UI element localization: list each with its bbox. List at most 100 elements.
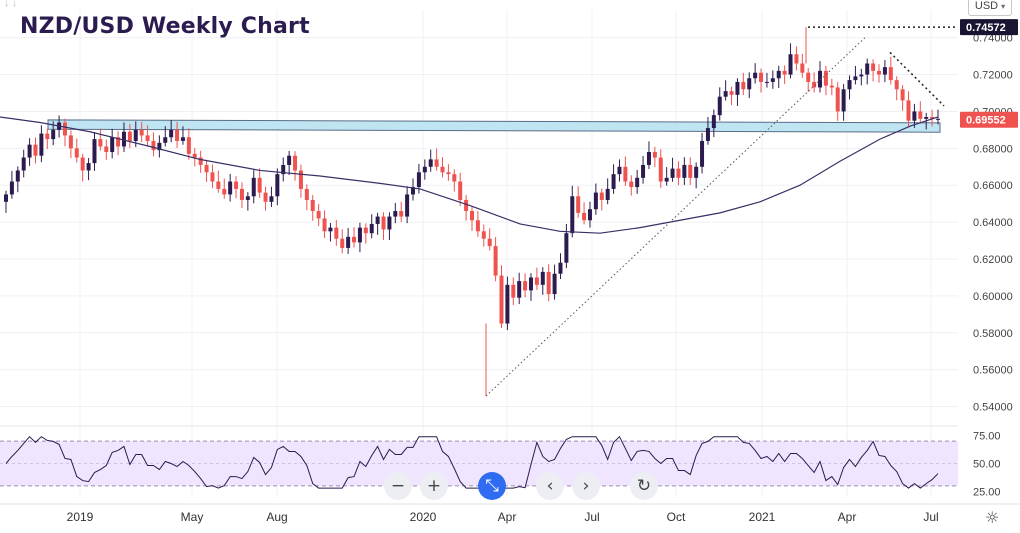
time-tick-label: Jul <box>923 510 938 524</box>
currency-select[interactable]: USD ▾ <box>968 0 1012 16</box>
candle <box>316 211 321 219</box>
candle <box>646 152 651 165</box>
rsi-line <box>5 435 939 489</box>
candle <box>151 140 156 151</box>
candle <box>204 164 209 173</box>
candle <box>912 111 917 121</box>
candle <box>764 81 769 83</box>
candle <box>741 81 746 90</box>
time-tick-label: Oct <box>667 510 686 524</box>
time-tick-label: 2020 <box>410 510 437 524</box>
candle <box>747 78 752 90</box>
candle <box>564 233 569 263</box>
candle <box>882 67 887 75</box>
candle <box>540 271 545 285</box>
price-marker-box <box>960 19 1018 36</box>
candle <box>682 164 687 178</box>
candle <box>723 91 728 97</box>
candle <box>593 192 598 210</box>
candle <box>104 146 109 153</box>
candle <box>257 177 262 193</box>
candle <box>163 137 168 143</box>
candle <box>888 67 893 81</box>
candle <box>576 196 581 213</box>
rsi-tick-label: 50.00 <box>973 459 1001 471</box>
candle <box>865 63 870 75</box>
candle <box>127 131 132 141</box>
candle <box>511 284 516 298</box>
candle <box>812 81 817 88</box>
candle <box>641 164 646 178</box>
time-tick-label: Apr <box>498 510 517 524</box>
candle <box>86 163 91 171</box>
candle <box>33 144 38 156</box>
candle <box>281 164 286 175</box>
scroll-left-button[interactable]: ‹ <box>536 472 564 500</box>
time-tick-label: Apr <box>838 510 857 524</box>
candle <box>570 196 575 234</box>
price-tick-label: 0.72000 <box>973 70 1013 82</box>
gear-icon[interactable]: ☼ <box>985 508 1000 527</box>
candle <box>375 216 380 224</box>
candle <box>782 70 787 75</box>
time-tick-label: 2019 <box>67 510 94 524</box>
minus-icon: − <box>390 476 406 496</box>
candle <box>841 89 846 112</box>
price-tick-label: 0.62000 <box>973 254 1013 266</box>
candle <box>15 170 20 182</box>
moving-average-line <box>0 116 939 234</box>
candle <box>322 218 327 232</box>
zoom-out-button[interactable]: − <box>384 472 412 500</box>
candle <box>835 87 840 112</box>
candle <box>936 118 940 120</box>
zoom-in-button[interactable]: + <box>420 472 448 500</box>
time-tick-label: Aug <box>266 510 287 524</box>
candle <box>422 166 427 173</box>
plus-icon: + <box>426 476 442 496</box>
rising-trendline <box>485 36 867 397</box>
candle <box>68 135 73 149</box>
rsi-tick-label: 75.00 <box>973 431 1001 443</box>
candle <box>263 192 268 202</box>
candle <box>806 72 811 82</box>
price-tick-label: 0.54000 <box>973 402 1013 414</box>
candle <box>275 174 280 197</box>
candle <box>759 72 764 82</box>
candle <box>688 164 693 178</box>
candle <box>877 70 882 75</box>
candle <box>788 54 793 75</box>
scroll-right-button[interactable]: › <box>572 472 600 500</box>
candle <box>169 129 174 138</box>
reload-button[interactable]: ↻ <box>630 472 658 500</box>
candle <box>80 157 85 171</box>
chevron-left-icon: ‹ <box>546 476 554 496</box>
candle <box>617 166 622 175</box>
candle <box>918 111 923 119</box>
candles <box>4 27 940 397</box>
candle <box>198 157 203 165</box>
candle <box>582 212 587 221</box>
price-marker-label: 0.74572 <box>966 22 1006 34</box>
candle <box>45 133 50 140</box>
candle <box>652 152 657 158</box>
candle <box>894 80 899 90</box>
falling-trendline <box>889 51 945 107</box>
candle <box>239 188 244 200</box>
candle <box>505 284 510 324</box>
candle <box>4 194 8 202</box>
candle <box>818 70 823 88</box>
price-tick-label: 0.64000 <box>973 217 1013 229</box>
candle <box>245 196 250 200</box>
price-axis: 0.54000 0.56000 0.58000 0.60000 0.62000 0.640… <box>960 19 1018 414</box>
candle <box>534 277 539 285</box>
chevron-right-icon: › <box>582 476 590 496</box>
candle <box>210 172 215 182</box>
candle <box>157 142 162 151</box>
reset-view-button[interactable]: ⤡ <box>478 472 506 500</box>
candle <box>452 174 457 182</box>
candle <box>859 74 864 77</box>
price-tick-label: 0.66000 <box>973 180 1013 192</box>
candle <box>623 166 628 182</box>
